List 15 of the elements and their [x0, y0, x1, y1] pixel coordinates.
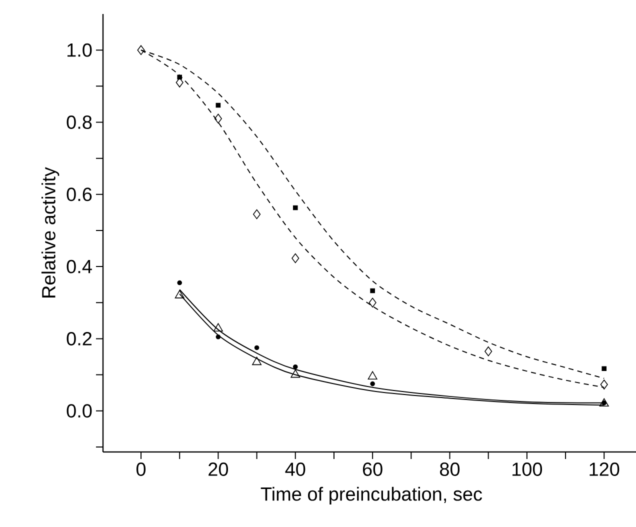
x-tick-label: 100 — [512, 462, 542, 476]
x-tick-label: 40 — [285, 462, 306, 476]
y-tick-label: 1.0 — [68, 43, 92, 57]
x-tick-label: 20 — [208, 462, 228, 476]
x-tick-label: 80 — [440, 462, 460, 476]
x-tick-label: 120 — [590, 462, 620, 476]
x-tick-label: 60 — [362, 462, 382, 476]
y-tick-label: 0.0 — [66, 404, 92, 418]
y-tick-label: 0.4 — [66, 260, 92, 274]
y-tick-label: 0.6 — [66, 188, 92, 202]
x-tick-label: 0 — [136, 462, 146, 476]
y-tick-label: 0.8 — [66, 116, 92, 129]
y-axis-title: Relative activity — [41, 167, 60, 298]
x-axis-title: Time of preincubation, sec — [260, 486, 482, 505]
y-tick-label: 0.2 — [66, 332, 92, 346]
